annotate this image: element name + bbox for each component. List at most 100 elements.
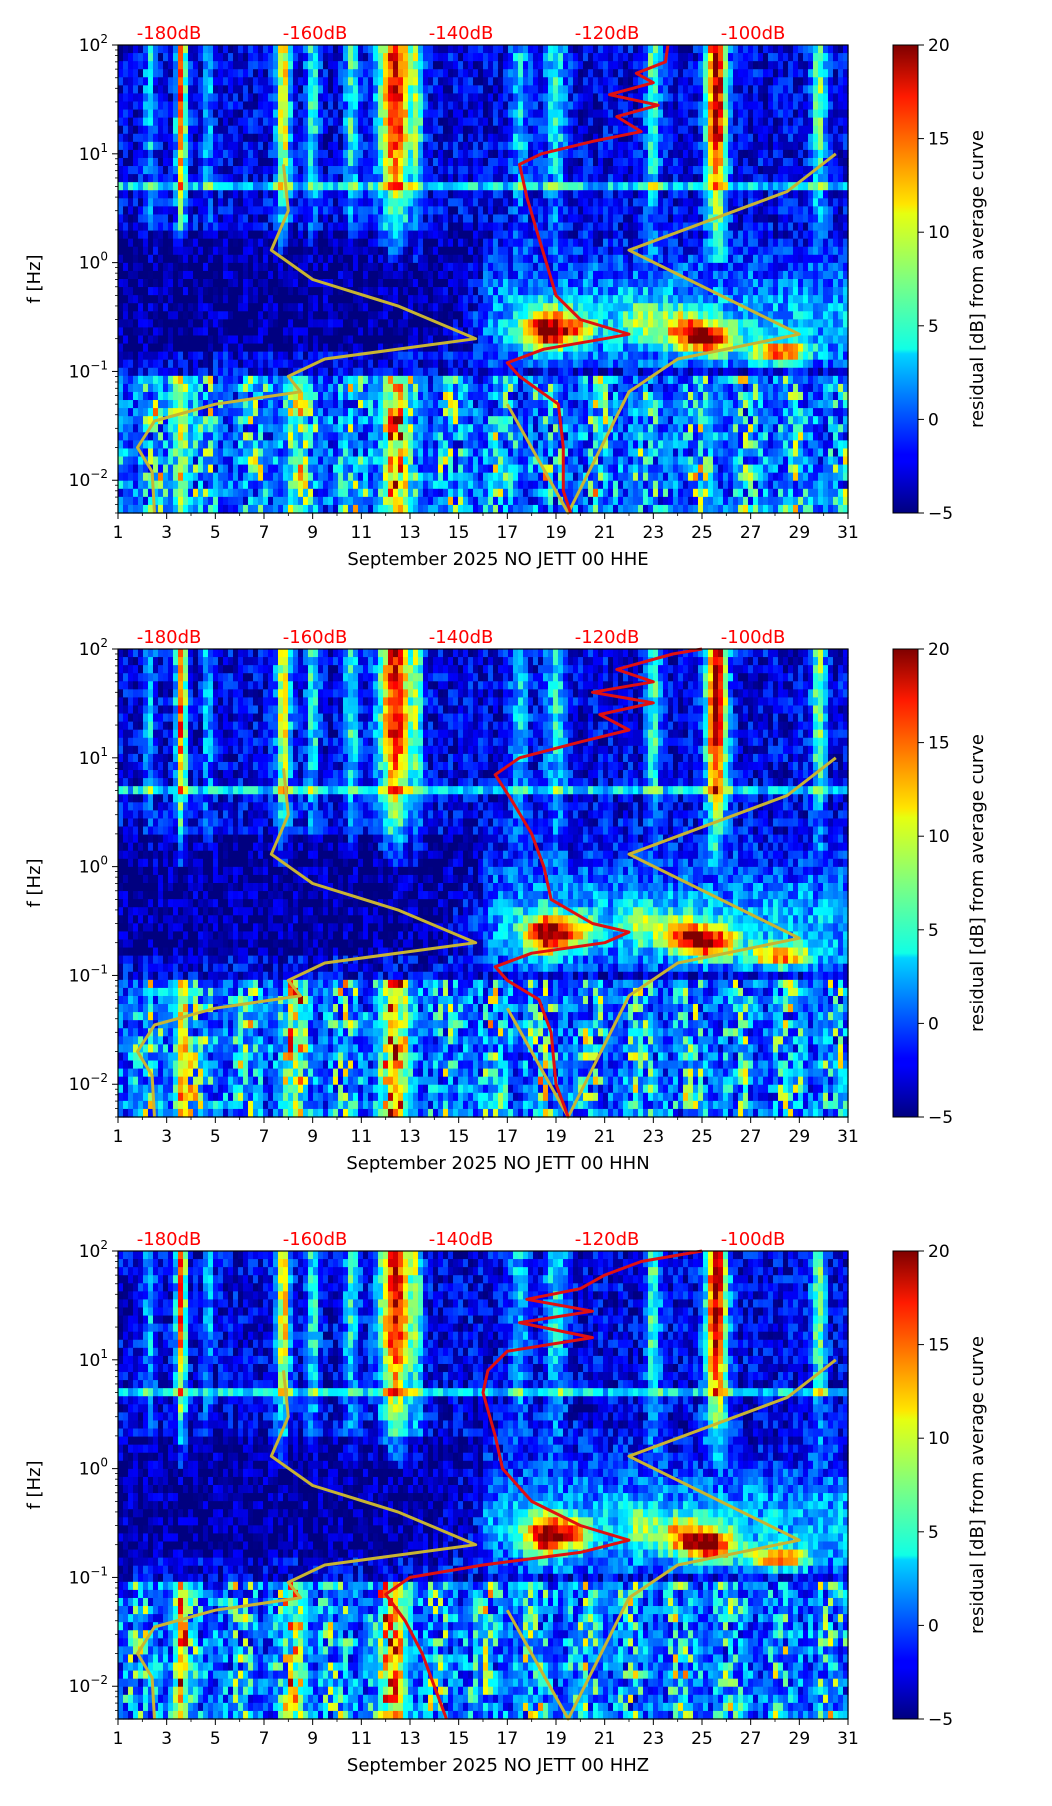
- heatmap-cell: [228, 279, 234, 288]
- heatmap-cell: [173, 335, 179, 344]
- heatmap-cell: [148, 61, 154, 70]
- heatmap-cell: [208, 206, 214, 215]
- heatmap-cell: [248, 61, 254, 70]
- heatmap-cell: [203, 263, 209, 272]
- heatmap-cell: [208, 174, 214, 183]
- heatmap-cell: [248, 319, 254, 328]
- heatmap-cell: [223, 166, 229, 175]
- heatmap-cell: [258, 69, 264, 78]
- heatmap-cell: [228, 416, 234, 425]
- heatmap-cell: [203, 126, 209, 135]
- heatmap-cell: [153, 223, 159, 232]
- heatmap-cell: [118, 319, 124, 328]
- heatmap-cell: [223, 53, 229, 62]
- heatmap-cell: [248, 489, 254, 498]
- heatmap-cell: [138, 190, 144, 199]
- heatmap-cell: [133, 424, 139, 433]
- heatmap-cell: [118, 287, 124, 296]
- heatmap-cell: [158, 61, 164, 70]
- heatmap-cell: [173, 255, 179, 264]
- heatmap-cell: [183, 368, 189, 377]
- heatmap-cell: [238, 408, 244, 417]
- heatmap-cell: [223, 473, 229, 482]
- heatmap-cell: [128, 45, 134, 54]
- heatmap-cell: [233, 110, 239, 119]
- heatmap-cell: [123, 432, 129, 441]
- heatmap-cell: [178, 118, 184, 127]
- heatmap-cell: [138, 101, 144, 110]
- heatmap-cell: [223, 335, 229, 344]
- heatmap-cell: [118, 497, 124, 506]
- heatmap-cell: [188, 432, 194, 441]
- heatmap-cell: [183, 198, 189, 207]
- heatmap-cell: [248, 134, 254, 143]
- heatmap-cell: [238, 319, 244, 328]
- heatmap-cell: [168, 311, 174, 320]
- heatmap-cell: [153, 126, 159, 135]
- heatmap-cell: [238, 287, 244, 296]
- heatmap-cell: [158, 158, 164, 167]
- heatmap-cell: [128, 93, 134, 102]
- heatmap-cell: [128, 85, 134, 94]
- heatmap-cell: [203, 303, 209, 312]
- heatmap-cell: [143, 150, 149, 159]
- heatmap-cell: [173, 352, 179, 361]
- heatmap-cell: [153, 110, 159, 119]
- heatmap-cell: [183, 182, 189, 191]
- heatmap-cell: [228, 497, 234, 506]
- heatmap-cell: [198, 392, 204, 401]
- heatmap-cell: [223, 110, 229, 119]
- heatmap-cell: [213, 303, 219, 312]
- heatmap-cell: [128, 408, 134, 417]
- heatmap-cell: [133, 376, 139, 385]
- heatmap-cell: [118, 360, 124, 369]
- heatmap-cell: [128, 319, 134, 328]
- heatmap-cell: [203, 352, 209, 361]
- heatmap-cell: [193, 69, 199, 78]
- heatmap-cell: [233, 424, 239, 433]
- heatmap-cell: [218, 481, 224, 490]
- heatmap-cell: [203, 69, 209, 78]
- heatmap-cell: [228, 239, 234, 248]
- heatmap-cell: [198, 85, 204, 94]
- heatmap-cell: [233, 392, 239, 401]
- heatmap-cell: [183, 489, 189, 498]
- heatmap-cell: [188, 182, 194, 191]
- heatmap-cell: [128, 448, 134, 457]
- heatmap-cell: [158, 142, 164, 151]
- heatmap-cell: [218, 448, 224, 457]
- heatmap-cell: [138, 93, 144, 102]
- heatmap-cell: [243, 93, 249, 102]
- heatmap-cell: [158, 473, 164, 482]
- heatmap-cell: [163, 198, 169, 207]
- heatmap-cell: [233, 448, 239, 457]
- heatmap-cell: [118, 182, 124, 191]
- heatmap-cell: [203, 505, 209, 514]
- heatmap-cell: [223, 174, 229, 183]
- heatmap-cell: [133, 255, 139, 264]
- heatmap-cell: [238, 497, 244, 506]
- heatmap-cell: [228, 408, 234, 417]
- heatmap-cell: [213, 384, 219, 393]
- heatmap-cell: [203, 376, 209, 385]
- heatmap-cell: [118, 61, 124, 70]
- heatmap-cell: [188, 335, 194, 344]
- heatmap-cell: [128, 384, 134, 393]
- heatmap-cell: [183, 448, 189, 457]
- heatmap-cell: [153, 384, 159, 393]
- heatmap-cell: [233, 440, 239, 449]
- heatmap-cell: [243, 473, 249, 482]
- heatmap-cell: [253, 118, 259, 127]
- heatmap-cell: [118, 400, 124, 409]
- heatmap-cell: [178, 360, 184, 369]
- heatmap-cell: [243, 344, 249, 353]
- heatmap-cell: [153, 206, 159, 215]
- heatmap-cell: [158, 376, 164, 385]
- heatmap-cell: [218, 190, 224, 199]
- heatmap-cell: [163, 368, 169, 377]
- heatmap-cell: [208, 214, 214, 223]
- heatmap-cell: [248, 214, 254, 223]
- heatmap-cell: [178, 416, 184, 425]
- heatmap-cell: [188, 319, 194, 328]
- heatmap-cell: [163, 279, 169, 288]
